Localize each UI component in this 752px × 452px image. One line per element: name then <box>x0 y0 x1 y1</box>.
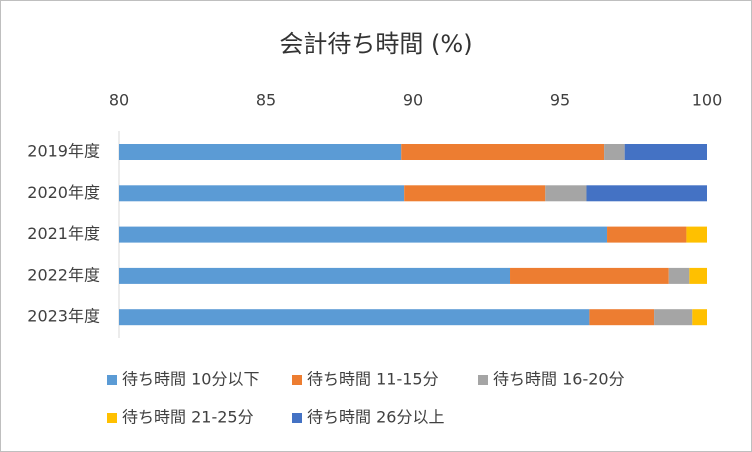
y-tick-label: 2021年度 <box>27 224 100 243</box>
bar-segment <box>689 267 707 284</box>
bar-segment <box>692 309 707 326</box>
bar-segment <box>607 226 687 243</box>
legend-label: 待ち時間 11-15分 <box>307 370 439 389</box>
y-tick-label: 2023年度 <box>27 307 100 326</box>
bar-segment <box>624 144 707 160</box>
x-tick-label: 95 <box>550 91 570 110</box>
legend-label: 待ち時間 26分以上 <box>307 408 444 427</box>
x-tick-label: 90 <box>403 91 423 110</box>
bar-segment <box>589 309 655 326</box>
x-tick-label: 80 <box>109 91 129 110</box>
x-tick-label: 85 <box>256 91 276 110</box>
bar-segment <box>545 185 587 202</box>
legend-swatch <box>478 375 488 385</box>
legend-swatch <box>292 375 302 385</box>
y-tick-label: 2019年度 <box>27 142 100 161</box>
bar-segment <box>654 309 693 326</box>
chart-title: 会計待ち時間 (%) <box>279 30 472 58</box>
legend-swatch <box>107 413 117 423</box>
legend-label: 待ち時間 21-25分 <box>122 408 254 427</box>
bar-segment <box>586 185 707 202</box>
bar-segment <box>119 309 590 326</box>
bar-segment <box>119 185 405 202</box>
bar-segment <box>119 226 608 243</box>
bar-segment <box>119 267 511 284</box>
legend-swatch <box>107 375 117 385</box>
bar-segment <box>404 185 546 202</box>
bar-segment <box>668 267 690 284</box>
y-tick-label: 2022年度 <box>27 265 100 284</box>
legend-swatch <box>292 413 302 423</box>
y-tick-label: 2020年度 <box>27 183 100 202</box>
bar-segment <box>119 144 402 160</box>
bar-segment <box>510 267 669 284</box>
legend-label: 待ち時間 10分以下 <box>122 370 259 389</box>
bar-segment <box>401 144 605 160</box>
bar-segment <box>604 144 625 160</box>
x-tick-label: 100 <box>692 91 723 110</box>
legend-label: 待ち時間 16-20分 <box>493 370 625 389</box>
bar-segment <box>686 226 707 243</box>
